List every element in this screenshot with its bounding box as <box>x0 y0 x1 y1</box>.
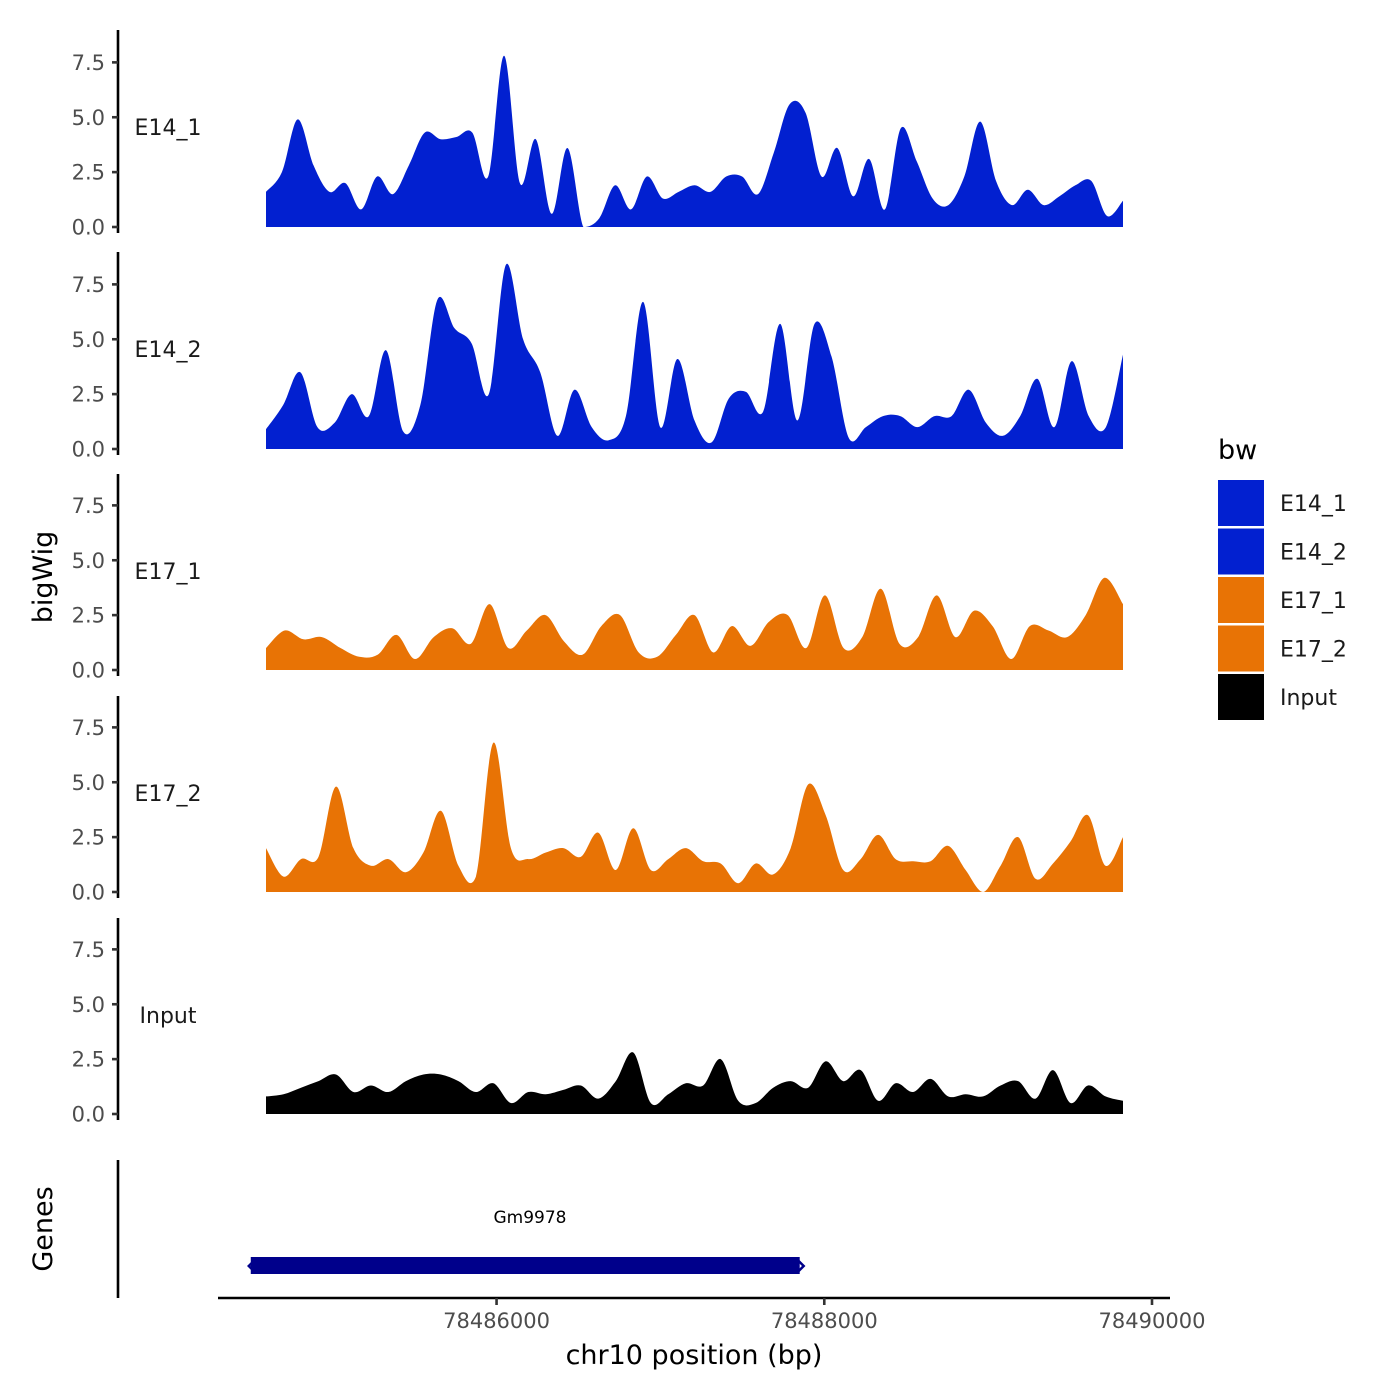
x-tick-label: 78490000 <box>1099 1309 1206 1333</box>
x-tick-label: 78486000 <box>443 1309 550 1333</box>
track-area-input <box>266 1052 1123 1114</box>
track-label-e17_2: E17_2 <box>135 782 202 807</box>
y-tick-label: 0.0 <box>72 216 105 240</box>
y-axis-title: bigWig <box>28 531 59 624</box>
y-tick-label: 0.0 <box>72 659 105 683</box>
track-label-e17_1: E17_1 <box>135 560 202 585</box>
gene-strand-arrow-start <box>247 1259 256 1273</box>
track-label-input: Input <box>140 1004 197 1029</box>
legend-key-input <box>1218 674 1264 720</box>
y-tick-label: 5.0 <box>72 993 105 1017</box>
y-tick-label: 7.5 <box>72 273 105 297</box>
track-label-e14_2: E14_2 <box>135 338 202 363</box>
track-area-e17_1 <box>266 577 1123 670</box>
legend-key-e17_1 <box>1218 577 1264 623</box>
legend-label-e17_2: E17_2 <box>1280 638 1347 663</box>
legend-label-input: Input <box>1280 686 1337 711</box>
track-label-e14_1: E14_1 <box>135 116 202 141</box>
y-tick-label: 2.5 <box>72 826 105 850</box>
y-tick-label: 7.5 <box>72 938 105 962</box>
genes-axis-title: Genes <box>28 1186 59 1271</box>
gene-label: Gm9978 <box>494 1208 567 1228</box>
y-tick-label: 2.5 <box>72 161 105 185</box>
track-area-e14_1 <box>266 55 1123 227</box>
y-tick-label: 0.0 <box>72 1103 105 1127</box>
x-tick-label: 78488000 <box>771 1309 878 1333</box>
y-tick-label: 5.0 <box>72 549 105 573</box>
y-tick-label: 7.5 <box>72 51 105 75</box>
y-tick-label: 5.0 <box>72 328 105 352</box>
y-tick-label: 5.0 <box>72 771 105 795</box>
legend-label-e14_1: E14_1 <box>1280 492 1347 517</box>
y-tick-label: 2.5 <box>72 604 105 628</box>
legend-key-e14_1 <box>1218 480 1264 526</box>
y-tick-label: 7.5 <box>72 716 105 740</box>
y-tick-label: 7.5 <box>72 494 105 518</box>
x-axis-title: chr10 position (bp) <box>566 1340 823 1371</box>
gene-body <box>250 1257 800 1274</box>
y-tick-label: 2.5 <box>72 1048 105 1072</box>
y-tick-label: 2.5 <box>72 383 105 407</box>
y-tick-label: 0.0 <box>72 881 105 905</box>
legend-key-e14_2 <box>1218 528 1264 575</box>
legend-key-e17_2 <box>1218 625 1264 672</box>
legend-label-e17_1: E17_1 <box>1280 589 1347 614</box>
track-area-e14_2 <box>266 263 1123 449</box>
y-tick-label: 0.0 <box>72 438 105 462</box>
track-area-e17_2 <box>266 742 1123 892</box>
y-tick-label: 5.0 <box>72 106 105 130</box>
gene-strand-arrow-end <box>796 1259 806 1273</box>
legend-label-e14_2: E14_2 <box>1280 541 1347 566</box>
legend-title: bw <box>1218 435 1257 466</box>
